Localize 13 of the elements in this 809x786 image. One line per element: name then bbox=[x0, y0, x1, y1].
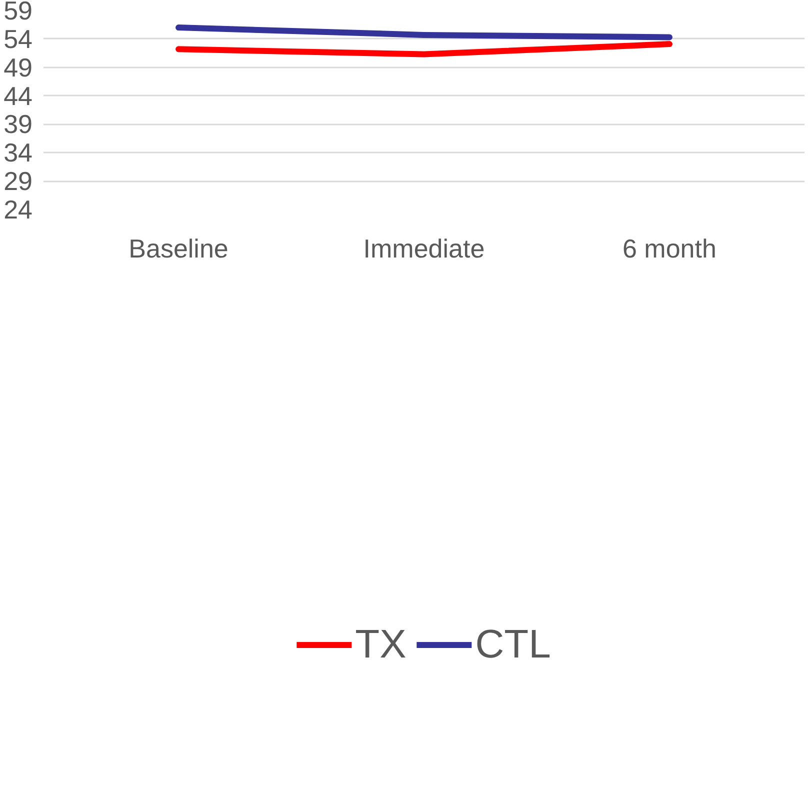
y-tick-label: 44 bbox=[4, 80, 32, 111]
y-tick-label: 24 bbox=[4, 194, 32, 224]
legend-label: TX bbox=[355, 622, 406, 668]
x-tick-label: Immediate bbox=[363, 234, 485, 264]
y-tick-label: 39 bbox=[4, 109, 32, 140]
y-tick-label: 59 bbox=[4, 0, 32, 26]
x-tick-label: 6 month bbox=[622, 234, 716, 264]
y-tick-label: 34 bbox=[4, 138, 32, 168]
legend-label: CTL bbox=[475, 622, 551, 668]
y-tick-label: 54 bbox=[4, 24, 32, 54]
x-tick-label: Baseline bbox=[128, 234, 228, 264]
y-tick-label: 49 bbox=[4, 52, 32, 82]
y-tick-label: 29 bbox=[4, 166, 32, 196]
